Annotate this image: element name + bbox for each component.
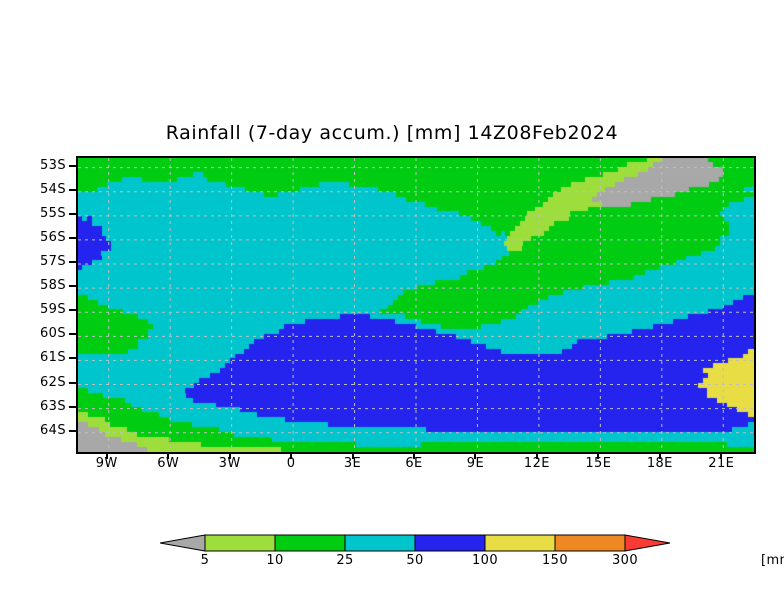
y-axis-label: 58S bbox=[40, 278, 66, 294]
y-axis-label: 60S bbox=[40, 326, 66, 342]
y-axis-label: 61S bbox=[40, 350, 66, 366]
colorbar-tick-label: 100 bbox=[471, 553, 499, 568]
x-axis-tick bbox=[105, 452, 108, 459]
colorbar[interactable]: 5 10 25 50 100 150 300 [mm] bbox=[160, 533, 784, 577]
y-axis-label: 56S bbox=[40, 229, 66, 245]
x-axis-label: 18E bbox=[646, 456, 673, 471]
colorbar-swatches[interactable] bbox=[160, 533, 784, 553]
colorbar-tick-label: 300 bbox=[611, 553, 639, 568]
y-axis-label: 54S bbox=[40, 181, 66, 197]
x-axis-label: 21E bbox=[708, 456, 735, 471]
y-axis-tick bbox=[69, 333, 76, 336]
x-axis-label: 6E bbox=[405, 456, 423, 471]
x-axis-tick bbox=[597, 452, 600, 459]
x-axis-tick bbox=[658, 452, 661, 459]
colorbar-tick-label: 25 bbox=[336, 553, 354, 568]
x-axis-label: 3W bbox=[218, 456, 241, 471]
colorbar-segment[interactable] bbox=[554, 534, 626, 552]
y-axis-label: 63S bbox=[40, 398, 66, 414]
map-plot-area[interactable] bbox=[76, 156, 756, 454]
y-axis-label: 62S bbox=[40, 374, 66, 390]
y-axis-label: 55S bbox=[40, 205, 66, 221]
x-axis-tick bbox=[474, 452, 477, 459]
colorbar-tick-label: 10 bbox=[266, 553, 284, 568]
x-axis-tick bbox=[351, 452, 354, 459]
y-axis-tick bbox=[69, 236, 76, 239]
y-axis-tick bbox=[69, 212, 76, 215]
colorbar-tick-label: 5 bbox=[200, 553, 210, 568]
colorbar-under-arrow bbox=[160, 534, 206, 552]
x-axis-label: 3E bbox=[343, 456, 362, 471]
x-axis-tick bbox=[535, 452, 538, 459]
y-axis-tick bbox=[69, 309, 76, 312]
colorbar-segment[interactable] bbox=[274, 534, 346, 552]
y-axis-label: 57S bbox=[40, 254, 66, 270]
colorbar-segment[interactable] bbox=[204, 534, 276, 552]
x-axis-tick bbox=[290, 452, 293, 459]
y-axis-tick bbox=[69, 188, 76, 191]
x-axis-label: 15E bbox=[585, 456, 612, 471]
x-axis-label: 9E bbox=[466, 456, 485, 471]
y-axis-tick bbox=[69, 285, 76, 288]
x-axis-label: 9W bbox=[95, 456, 118, 471]
y-axis-label: 53S bbox=[40, 157, 66, 173]
colorbar-segment[interactable] bbox=[484, 534, 556, 552]
colorbar-segment[interactable] bbox=[344, 534, 416, 552]
rainfall-heatmap[interactable] bbox=[78, 158, 754, 452]
colorbar-over-arrow bbox=[624, 534, 671, 552]
colorbar-unit-label: [mm] bbox=[761, 553, 784, 568]
page-title: Rainfall (7-day accum.) [mm] 14Z08Feb202… bbox=[165, 122, 619, 144]
x-axis-tick bbox=[413, 452, 415, 459]
colorbar-segment[interactable] bbox=[414, 534, 486, 552]
x-axis-tick bbox=[720, 452, 723, 459]
y-axis-tick bbox=[69, 429, 76, 432]
x-axis-label: 12E bbox=[523, 456, 550, 471]
x-axis-tick bbox=[167, 452, 170, 459]
y-axis-tick bbox=[69, 357, 76, 360]
y-axis-tick bbox=[69, 261, 76, 264]
x-axis-label: 6W bbox=[157, 456, 180, 471]
y-axis-tick bbox=[69, 405, 76, 408]
x-axis-label: 0 bbox=[286, 456, 296, 471]
colorbar-tick-label: 50 bbox=[406, 553, 424, 568]
y-axis-label: 64S bbox=[40, 422, 66, 438]
y-axis-tick bbox=[69, 164, 76, 167]
y-axis-label: 59S bbox=[40, 302, 66, 318]
x-axis-tick bbox=[228, 452, 231, 459]
colorbar-tick-label: 150 bbox=[541, 553, 569, 568]
y-axis-tick bbox=[69, 381, 76, 384]
